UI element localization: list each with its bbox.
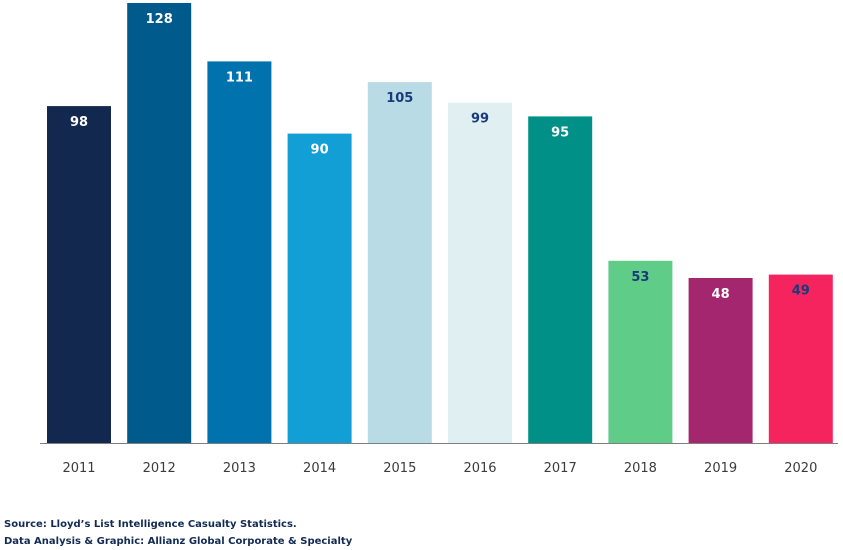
bar-2014 xyxy=(287,133,352,443)
data-label-2019: 48 xyxy=(712,287,730,302)
data-label-2017: 95 xyxy=(551,125,569,140)
bar-2019 xyxy=(688,278,753,443)
data-label-2015: 105 xyxy=(386,91,413,106)
x-tick-label-2013: 2013 xyxy=(223,461,256,476)
bar-2013 xyxy=(207,61,272,444)
data-analysis-credit: Data Analysis & Graphic: Allianz Global … xyxy=(4,536,353,547)
x-tick-label-2014: 2014 xyxy=(303,461,336,476)
bar-2016 xyxy=(448,102,512,443)
data-label-2012: 128 xyxy=(146,12,173,27)
x-tick-label-2011: 2011 xyxy=(62,461,95,476)
data-label-2016: 99 xyxy=(471,112,489,127)
bar-chart: 98 2011 128 2012 111 2013 90 2014 105 2015 99 2016 9… xyxy=(40,3,838,476)
x-tick-label-2018: 2018 xyxy=(624,461,657,476)
data-label-2018: 53 xyxy=(631,270,649,285)
x-tick-label-2019: 2019 xyxy=(704,461,737,476)
bar-2012 xyxy=(127,3,192,443)
bar-2020 xyxy=(768,274,833,443)
source-note: Source: Lloyd’s List Intelligence Casual… xyxy=(4,519,297,530)
bar-2011 xyxy=(47,106,111,443)
bar-2015 xyxy=(367,82,432,443)
x-tick-label-2020: 2020 xyxy=(784,461,817,476)
data-label-2014: 90 xyxy=(311,143,329,158)
data-label-2020: 49 xyxy=(792,284,810,299)
data-label-2011: 98 xyxy=(70,115,88,130)
x-tick-label-2015: 2015 xyxy=(383,461,416,476)
bar-2018 xyxy=(608,260,673,443)
x-tick-label-2012: 2012 xyxy=(143,461,176,476)
x-tick-label-2017: 2017 xyxy=(544,461,577,476)
data-label-2013: 111 xyxy=(226,70,253,85)
bar-2017 xyxy=(528,116,593,444)
x-tick-label-2016: 2016 xyxy=(463,461,496,476)
